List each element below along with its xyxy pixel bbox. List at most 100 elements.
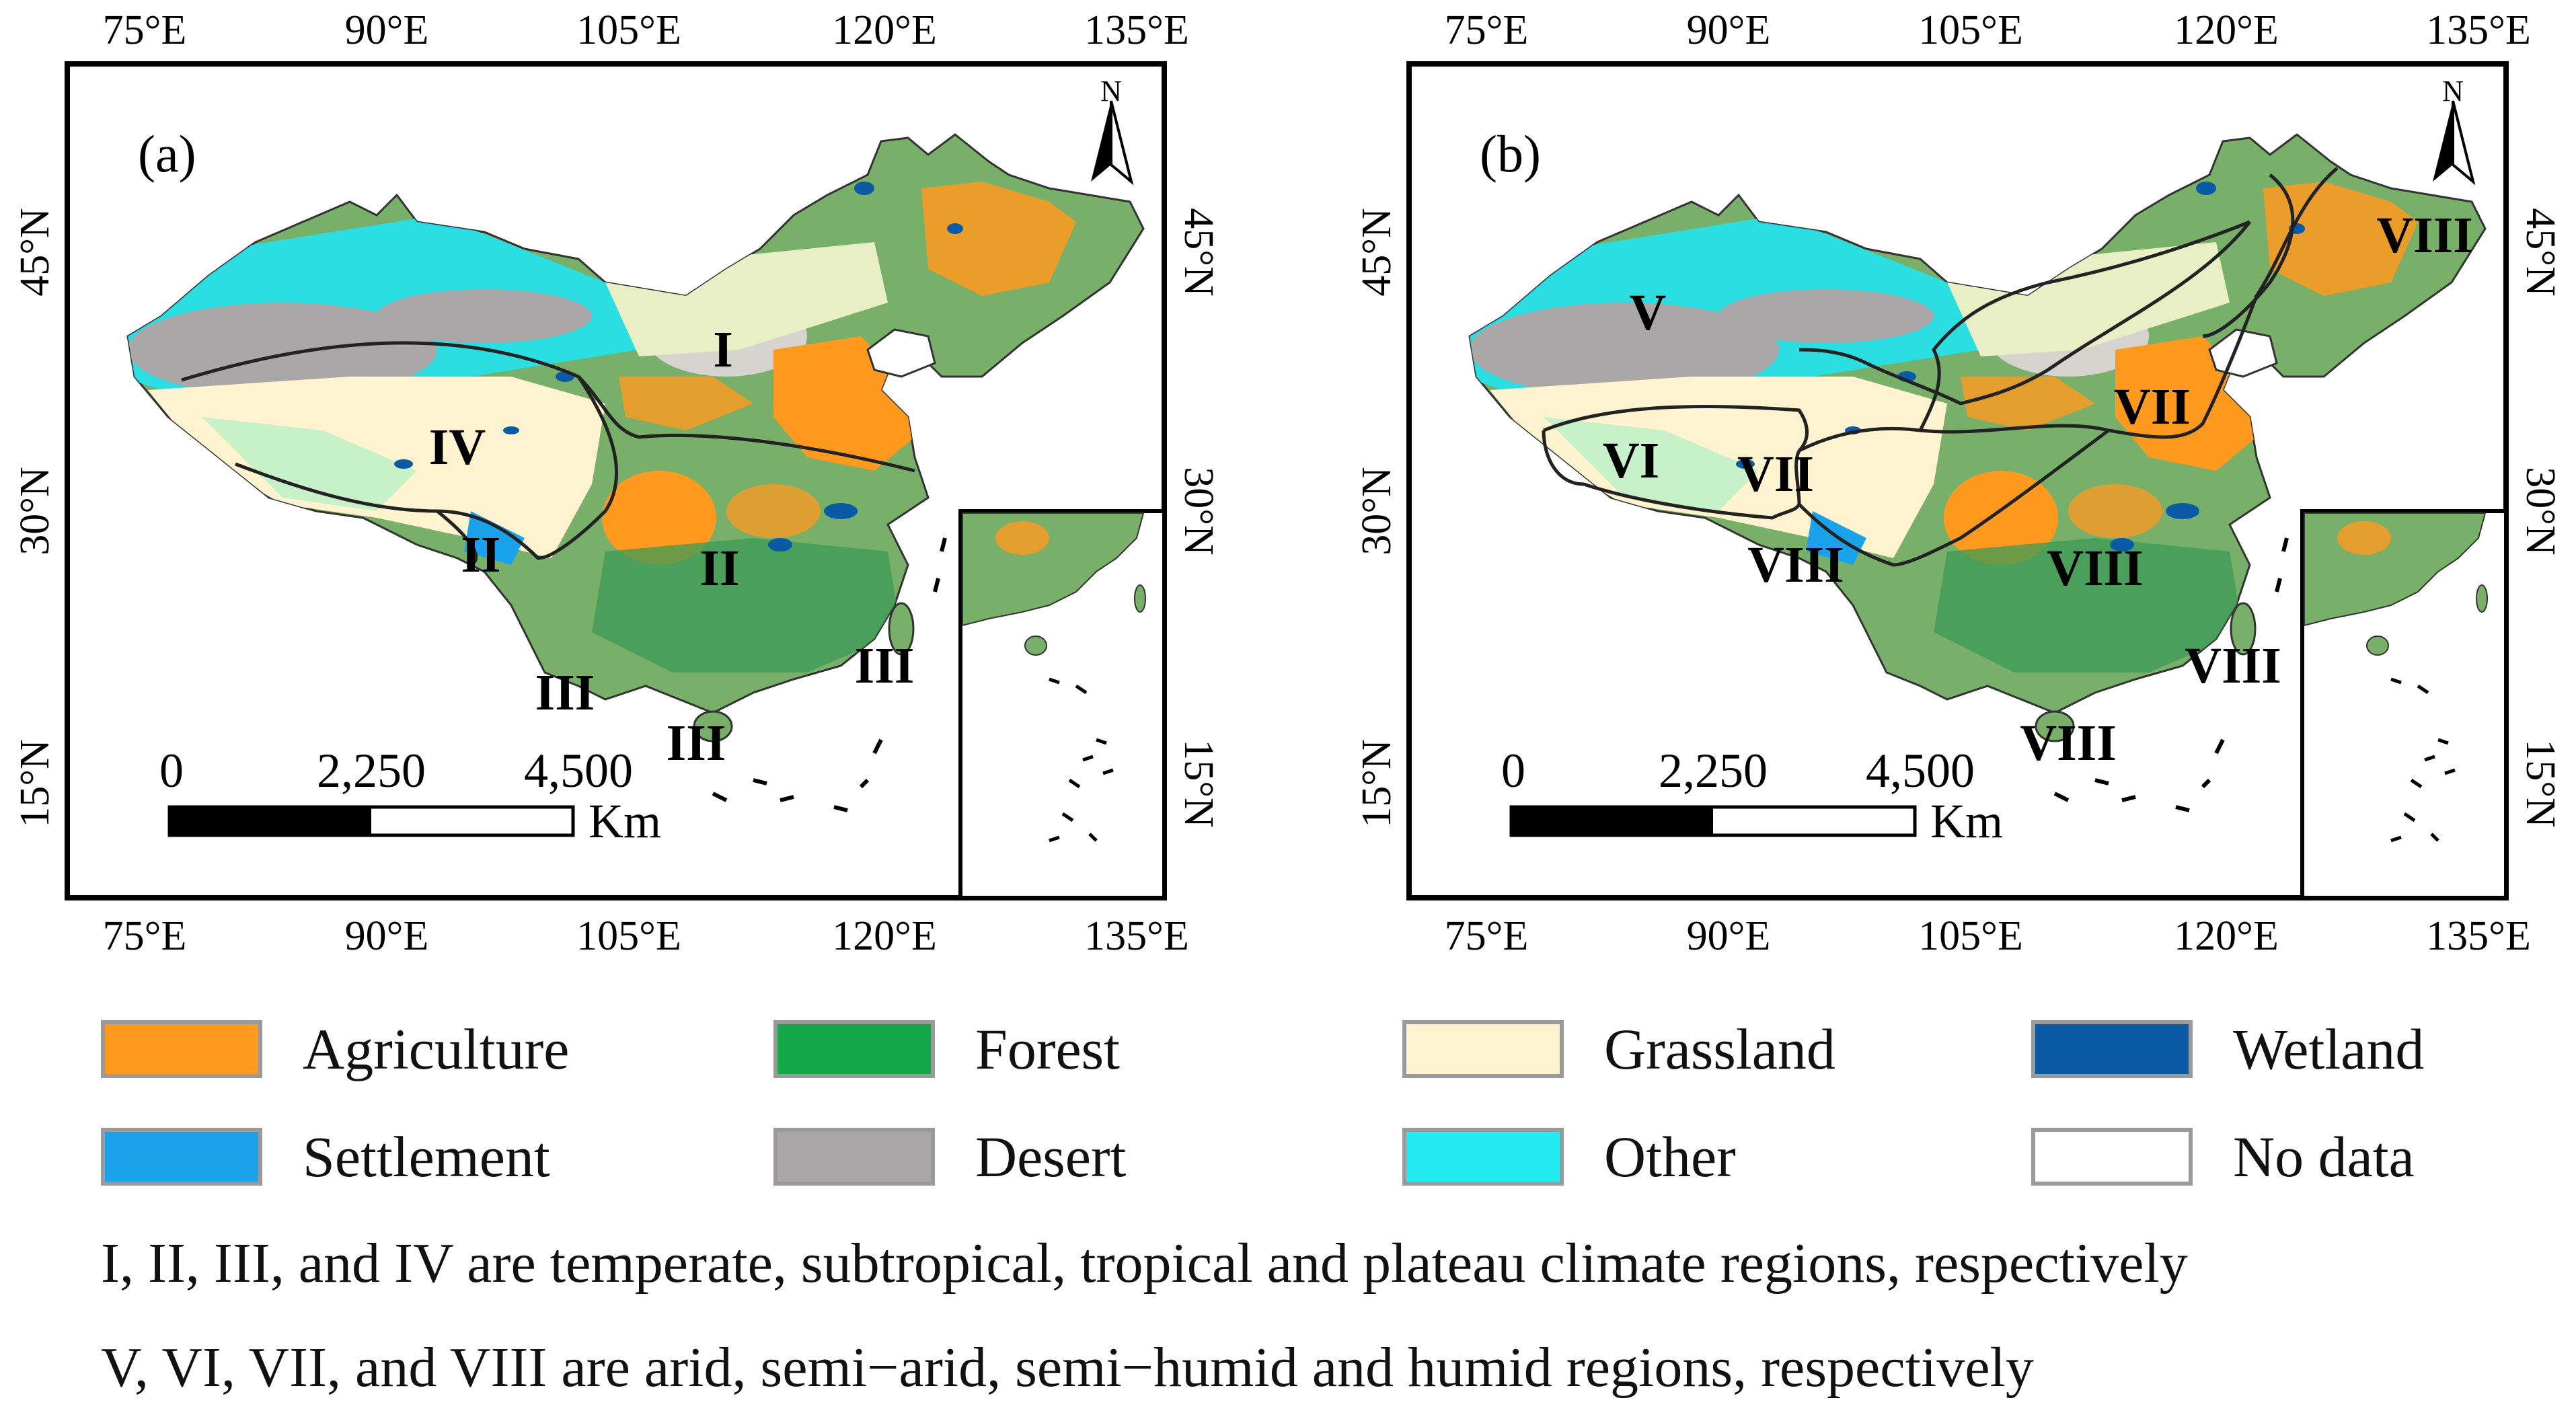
moisture-boundaries-b — [1542, 167, 2339, 567]
lon-label: 120°E — [832, 913, 937, 959]
legend-item-other: Other — [1402, 1120, 1736, 1194]
lon-label: 75°E — [1445, 913, 1529, 959]
region-label-a: III — [667, 715, 726, 771]
caption-moisture-regions: V, VI, VII, and VIII are arid, semi−arid… — [101, 1336, 2034, 1399]
lon-label: 135°E — [1084, 913, 1189, 959]
region-label-b: VII — [2114, 379, 2191, 435]
scale-unit-a: Km — [589, 794, 661, 848]
lon-top-a: 75°E 90°E 105°E 120°E 135°E — [103, 7, 1189, 53]
lat-label: 15°N — [2517, 739, 2563, 828]
lon-label: 90°E — [1687, 913, 1771, 959]
region-label-b: V — [1630, 284, 1667, 341]
region-label-a: II — [699, 540, 739, 597]
swatch-grassland — [1402, 1020, 1564, 1078]
lon-label: 105°E — [1918, 913, 2023, 959]
lat-right-a: 45°N 30°N 15°N — [1176, 208, 1221, 828]
legend-item-desert: Desert — [773, 1120, 1126, 1194]
scale-bar-a: 0 2,250 4,500 Km — [159, 744, 661, 848]
swatch-desert — [773, 1128, 935, 1186]
panel-b: (b) N V VIII VII VI VII VIII VIII VIII V… — [1354, 7, 2563, 959]
lon-label: 90°E — [345, 913, 429, 959]
region-label-a: IV — [429, 419, 486, 475]
panel-a: (a) N I II IV II III III III 0 2,250 4,5… — [12, 7, 1221, 959]
lon-label: 135°E — [1084, 7, 1189, 53]
lon-label: 105°E — [576, 7, 681, 53]
region-label-a: II — [461, 527, 500, 583]
panel-label-a: (a) — [138, 124, 196, 183]
lat-label: 45°N — [2517, 208, 2563, 297]
scale-tick-b: 4,500 — [1866, 744, 1975, 798]
swatch-other — [1402, 1128, 1564, 1186]
lon-label: 120°E — [2174, 913, 2279, 959]
scale-tick-b: 2,250 — [1659, 744, 1768, 798]
lat-left-b: 45°N 30°N 15°N — [1354, 208, 1400, 828]
region-label-b: VIII — [2185, 638, 2281, 694]
north-label-a: N — [1100, 75, 1122, 108]
legend-item-agriculture: Agriculture — [101, 1012, 569, 1086]
lon-label: 75°E — [1445, 7, 1529, 53]
legend-label: Forest — [975, 1017, 1120, 1081]
legend-item-settlement: Settlement — [101, 1120, 550, 1194]
legend-item-wetland: Wetland — [2031, 1012, 2424, 1086]
lon-label: 135°E — [2426, 913, 2531, 959]
legend-label: Other — [1604, 1124, 1736, 1189]
lat-label: 30°N — [1176, 467, 1221, 555]
region-label-a: I — [713, 321, 733, 378]
south-china-sea-inset-a — [960, 511, 1164, 898]
lat-right-b: 45°N 30°N 15°N — [2517, 208, 2563, 828]
lat-label: 15°N — [12, 739, 58, 828]
scale-unit-b: Km — [1930, 794, 2003, 848]
lon-label: 105°E — [576, 913, 681, 959]
legend-label: Settlement — [303, 1124, 550, 1189]
lat-label: 15°N — [1176, 739, 1221, 828]
south-china-sea-inset-b — [2302, 511, 2506, 898]
legend-label: Desert — [975, 1124, 1127, 1189]
lon-label: 75°E — [103, 913, 187, 959]
swatch-agriculture — [101, 1020, 262, 1078]
region-label-b: VIII — [1747, 537, 1844, 593]
caption-climate-regions: I, II, III, and IV are temperate, subtro… — [101, 1232, 2188, 1295]
scale-tick-a: 2,250 — [317, 744, 426, 798]
swatch-wetland — [2031, 1020, 2193, 1078]
lat-label: 30°N — [1354, 467, 1400, 555]
region-label-b: VIII — [2047, 540, 2144, 597]
north-arrow-icon-b: N — [2433, 75, 2476, 186]
lat-label: 30°N — [2517, 467, 2563, 555]
legend-item-grassland: Grassland — [1402, 1012, 1835, 1086]
lat-left-a: 45°N 30°N 15°N — [12, 208, 58, 828]
region-label-b: VIII — [2376, 207, 2473, 264]
scale-tick-b: 0 — [1501, 744, 1525, 798]
lat-label: 30°N — [12, 467, 58, 555]
legend-label: Grassland — [1604, 1017, 1835, 1081]
region-label-b: VIII — [2020, 715, 2117, 771]
legend: Agriculture Forest Grassland Wetland Set… — [101, 1012, 2495, 1234]
swatch-no-data — [2031, 1128, 2193, 1186]
lat-label: 15°N — [1354, 739, 1400, 828]
legend-item-forest: Forest — [773, 1012, 1120, 1086]
swatch-settlement — [101, 1128, 262, 1186]
region-label-a: III — [535, 664, 595, 721]
legend-label: No data — [2233, 1124, 2415, 1189]
lat-label: 45°N — [12, 208, 58, 297]
panel-label-b: (b) — [1480, 124, 1541, 183]
lon-label: 120°E — [832, 7, 937, 53]
maps-figure: (a) N I II IV II III III III 0 2,250 4,5… — [12, 7, 2563, 959]
climate-boundaries-a — [181, 341, 915, 567]
region-label-b: VI — [1603, 432, 1659, 489]
legend-item-no-data: No data — [2031, 1120, 2415, 1194]
lon-top-b: 75°E 90°E 105°E 120°E 135°E — [1445, 7, 2531, 53]
lat-label: 45°N — [1354, 208, 1400, 297]
region-label-a: III — [855, 638, 915, 694]
legend-label: Agriculture — [303, 1017, 570, 1081]
region-label-b: VII — [1737, 446, 1814, 502]
lat-label: 45°N — [1176, 208, 1221, 297]
scale-bar-b: 0 2,250 4,500 Km — [1501, 744, 2003, 848]
legend-label: Wetland — [2233, 1017, 2425, 1081]
lon-bottom-a: 75°E 90°E 105°E 120°E 135°E — [103, 913, 1189, 959]
lon-label: 90°E — [1687, 7, 1771, 53]
north-label-b: N — [2442, 75, 2464, 108]
lon-label: 90°E — [345, 7, 429, 53]
scale-tick-a: 4,500 — [524, 744, 633, 798]
north-arrow-icon-a: N — [1091, 75, 1134, 186]
scale-tick-a: 0 — [159, 744, 184, 798]
